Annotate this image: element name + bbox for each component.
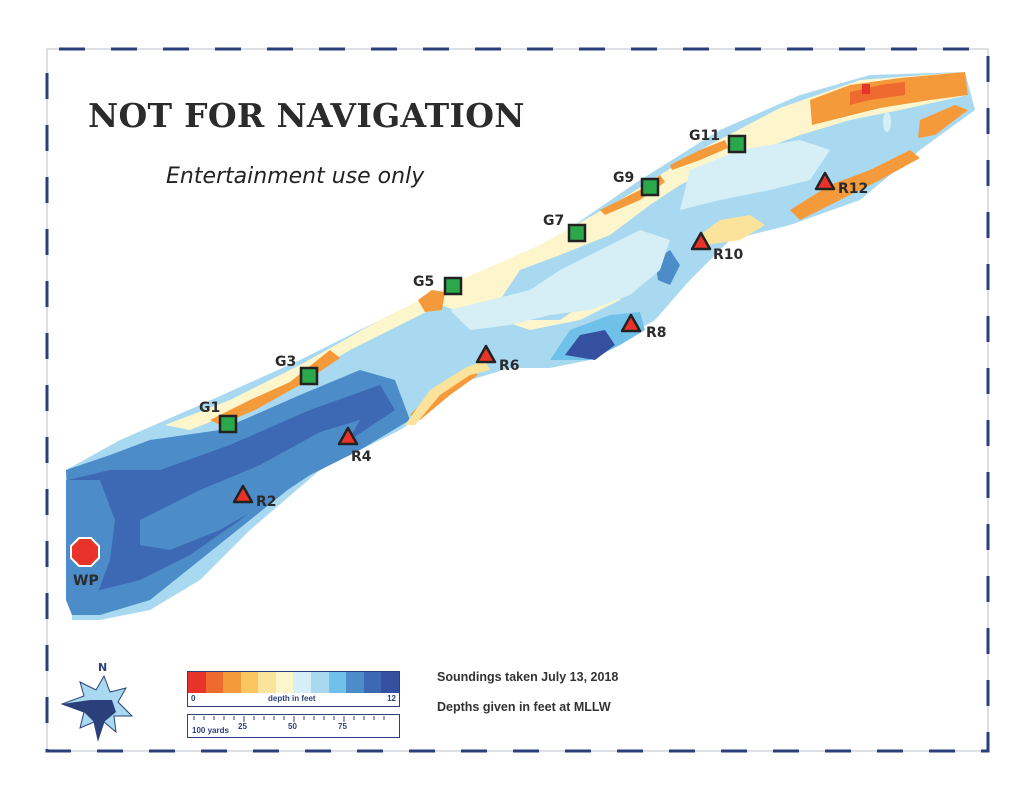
marker-g3[interactable]: G3 [275,354,319,386]
scale-unit-label: 100 yards [192,726,229,735]
svg-text:G11: G11 [689,128,720,144]
marker-g1[interactable]: G1 [199,400,238,434]
svg-text:WP: WP [73,573,99,589]
marker-r8[interactable]: R8 [620,313,667,341]
legend-swatch [205,672,224,693]
red-markers: R2 R4 R6 R8 R10 R12 [232,171,868,510]
soundings-date: Soundings taken July 13, 2018 [437,670,619,684]
legend-swatch [381,672,399,693]
scale-tick-label: 50 [288,722,297,731]
svg-text:G1: G1 [199,400,220,416]
legend-swatch [223,672,241,693]
pool-northeast [883,112,891,132]
svg-text:N: N [98,661,107,674]
marker-g7[interactable]: G7 [543,213,587,243]
page-title: NOT FOR NAVIGATION [88,96,525,135]
bank-r10 [700,215,765,245]
svg-text:R10: R10 [713,247,744,263]
shallow-bank-north [165,72,968,430]
marker-r6[interactable]: R6 [475,344,520,374]
legend-swatch [311,672,329,693]
deepest-zone-mid [565,330,615,360]
bank-r6 [405,360,490,425]
green-markers: G1 G3 G5 G7 G9 G11 [199,128,747,434]
svg-text:R2: R2 [256,494,277,510]
legend-swatch [363,672,382,693]
marker-g5[interactable]: G5 [413,274,463,296]
svg-text:R4: R4 [351,449,372,465]
depth-legend: 0 depth in feet 12 [187,671,400,707]
scale-bar: 100 yards 25 50 75 [187,714,400,738]
waypoint-marker[interactable]: WP [70,537,100,589]
marker-g9[interactable]: G9 [613,170,660,197]
scale-ticks [193,716,385,722]
marker-r4[interactable]: R4 [337,426,372,465]
page-subtitle: Entertainment use only [166,164,425,189]
legend-swatch [328,672,347,693]
shoal-g11 [670,140,728,170]
marker-r2[interactable]: R2 [232,484,277,510]
shoal-northeast-deep [850,82,905,105]
legend-swatch [258,672,276,693]
svg-text:G9: G9 [613,170,634,186]
shoal-northeast [810,72,968,125]
shoal-r12 [790,150,920,220]
compass-rose-icon: N [60,661,134,742]
marker-r12[interactable]: R12 [814,171,868,197]
scale-tick-label: 25 [238,722,247,731]
depth-datum: Depths given in feet at MLLW [437,700,611,714]
shoal-east [918,105,968,138]
light-channel-mid [450,230,670,330]
legend-min-label: 0 [191,694,196,703]
svg-text:R8: R8 [646,325,667,341]
svg-text:G3: G3 [275,354,296,370]
shoal-g5 [418,290,445,312]
legend-swatch [275,672,294,693]
deep-core-left [140,420,360,550]
scale-tick-label: 75 [338,722,347,731]
legend-swatch [346,672,364,693]
depth-chart [66,72,975,620]
marker-r10[interactable]: R10 [690,231,744,263]
legend-max-label: 12 [387,694,396,703]
legend-caption: depth in feet [268,694,316,703]
shoal-red-spot [862,84,870,94]
border-dashes [45,47,990,753]
legend-swatch [293,672,312,693]
legend-swatches [188,672,399,693]
svg-text:G5: G5 [413,274,434,290]
svg-text:R12: R12 [838,181,868,197]
legend-swatch [188,672,206,693]
legend-swatch [240,672,259,693]
svg-text:R6: R6 [499,358,520,374]
svg-text:G7: G7 [543,213,564,229]
marker-g11[interactable]: G11 [689,128,747,154]
light-channel-upper [680,140,830,210]
